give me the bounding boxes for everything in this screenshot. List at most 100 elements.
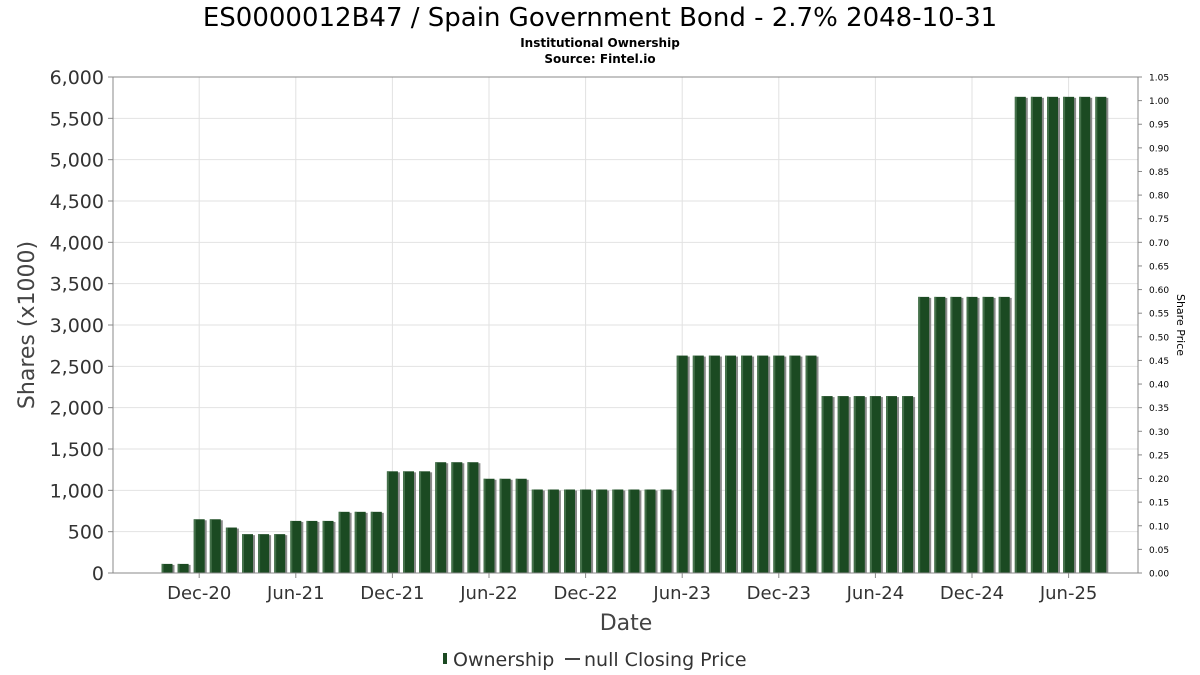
ownership-bar bbox=[209, 519, 223, 573]
x-axis-ticks: Dec-20 Jun-21 Dec-21 Jun-22 Dec-22 Jun-23 Dec-… bbox=[167, 573, 1097, 604]
y-tick-label: 1,500 bbox=[50, 439, 104, 461]
y-tick-label: 2,000 bbox=[50, 398, 104, 420]
ownership-bar bbox=[242, 534, 255, 573]
legend-ownership-swatch bbox=[443, 653, 447, 664]
x-tick-label: Dec-21 bbox=[360, 583, 424, 604]
y2-tick-label: 0.10 bbox=[1149, 522, 1169, 532]
ownership-bar bbox=[1030, 96, 1044, 573]
ownership-bar bbox=[902, 396, 916, 573]
y2-tick-label: 0.50 bbox=[1149, 333, 1169, 343]
x-tick-label: Dec-23 bbox=[747, 583, 811, 604]
legend: Ownership null Closing Price bbox=[443, 649, 747, 671]
y-tick-label: 4,000 bbox=[50, 232, 104, 254]
ownership-bar bbox=[934, 296, 948, 573]
chart-subtitle-ownership: Institutional Ownership bbox=[520, 36, 680, 50]
y2-tick-label: 1.00 bbox=[1149, 97, 1169, 107]
ownership-bar bbox=[821, 396, 835, 573]
ownership-bar bbox=[161, 563, 175, 573]
ownership-bar bbox=[1047, 96, 1060, 573]
y-axis-ticks: 0 500 1,000 1,500 2,000 2,500 3,000 3,500 4,000 4… bbox=[50, 67, 113, 585]
ownership-bar bbox=[258, 534, 272, 573]
y2-tick-label: 0.80 bbox=[1149, 192, 1169, 202]
ownership-bar bbox=[580, 489, 594, 573]
ownership-bar bbox=[499, 478, 513, 573]
ownership-bar bbox=[725, 355, 738, 573]
ownership-bar bbox=[274, 534, 288, 573]
ownership-bar bbox=[386, 471, 400, 573]
y2-tick-label: 0.90 bbox=[1149, 144, 1169, 154]
x-tick-label: Dec-20 bbox=[167, 583, 231, 604]
ownership-bar bbox=[338, 511, 352, 573]
y2-tick-label: 0.65 bbox=[1149, 262, 1169, 272]
y-tick-label: 1,000 bbox=[50, 480, 104, 502]
y2-tick-label: 0.30 bbox=[1149, 428, 1169, 438]
ownership-bar bbox=[451, 462, 465, 573]
y-tick-label: 500 bbox=[68, 522, 104, 544]
x-tick-label: Jun-21 bbox=[266, 583, 325, 604]
ownership-bar bbox=[322, 520, 336, 573]
y-tick-label: 5,500 bbox=[50, 108, 104, 130]
ownership-bar bbox=[370, 511, 384, 573]
ownership-bar bbox=[547, 489, 561, 573]
ownership-bar bbox=[193, 519, 207, 573]
x-tick-label: Jun-22 bbox=[459, 583, 518, 604]
ownership-bar bbox=[564, 489, 577, 573]
ownership-bar bbox=[805, 355, 819, 573]
ownership-bar bbox=[403, 471, 416, 573]
y2-tick-label: 0.45 bbox=[1149, 357, 1169, 367]
legend-price-label: null Closing Price bbox=[584, 649, 747, 671]
y2-tick-label: 0.55 bbox=[1149, 310, 1169, 320]
ownership-bar bbox=[676, 355, 690, 573]
ownership-bar bbox=[612, 489, 626, 573]
y2-tick-label: 0.70 bbox=[1149, 239, 1169, 249]
ownership-bar bbox=[1014, 96, 1028, 573]
legend-ownership-label: Ownership bbox=[453, 649, 554, 671]
ownership-bar bbox=[982, 296, 996, 573]
x-tick-label: Jun-23 bbox=[652, 583, 711, 604]
y-tick-label: 2,500 bbox=[50, 356, 104, 378]
ownership-bar bbox=[531, 489, 545, 573]
y2-axis-ticks: 0.00 0.05 0.10 0.15 0.20 0.25 0.30 0.35 0.40 0.45… bbox=[1138, 74, 1169, 580]
y2-tick-label: 0.85 bbox=[1149, 168, 1169, 178]
ownership-bar bbox=[628, 489, 642, 573]
y-tick-label: 4,500 bbox=[50, 191, 104, 213]
x-tick-label: Jun-25 bbox=[1039, 583, 1098, 604]
y-axis-label: Shares (x1000) bbox=[15, 241, 40, 409]
y2-tick-label: 1.05 bbox=[1149, 74, 1169, 84]
y-tick-label: 3,500 bbox=[50, 274, 104, 296]
y2-tick-label: 0.75 bbox=[1149, 215, 1169, 225]
ownership-bar bbox=[966, 296, 980, 573]
x-tick-label: Dec-22 bbox=[553, 583, 617, 604]
ownership-bar bbox=[177, 563, 191, 573]
ownership-bar bbox=[644, 489, 658, 573]
ownership-bar bbox=[1063, 96, 1077, 573]
ownership-bar bbox=[1095, 96, 1109, 573]
y2-tick-label: 0.20 bbox=[1149, 475, 1169, 485]
y-tick-label: 0 bbox=[92, 563, 104, 585]
ownership-bar bbox=[886, 396, 899, 573]
ownership-bar bbox=[708, 355, 722, 573]
y2-tick-label: 0.00 bbox=[1149, 570, 1169, 580]
ownership-bars bbox=[161, 96, 1109, 573]
x-tick-label: Jun-24 bbox=[846, 583, 905, 604]
ownership-bar bbox=[918, 296, 932, 573]
ownership-bar bbox=[998, 296, 1012, 573]
ownership-bar bbox=[515, 478, 529, 573]
ownership-bar bbox=[692, 355, 706, 573]
ownership-bar bbox=[950, 296, 964, 573]
y2-tick-label: 0.15 bbox=[1149, 499, 1169, 509]
ownership-bar bbox=[354, 511, 368, 573]
y2-tick-label: 0.40 bbox=[1149, 381, 1169, 391]
y2-tick-label: 0.35 bbox=[1149, 404, 1169, 414]
ownership-bar bbox=[435, 462, 449, 573]
ownership-bar bbox=[225, 527, 239, 573]
ownership-bar bbox=[741, 355, 755, 573]
ownership-bar bbox=[596, 489, 610, 573]
ownership-bar bbox=[773, 355, 787, 573]
ownership-bar bbox=[789, 355, 803, 573]
chart-subtitle-source: Source: Fintel.io bbox=[544, 52, 656, 66]
ownership-bar bbox=[837, 396, 851, 573]
y2-tick-label: 0.95 bbox=[1149, 121, 1169, 131]
ownership-bar bbox=[853, 396, 867, 573]
